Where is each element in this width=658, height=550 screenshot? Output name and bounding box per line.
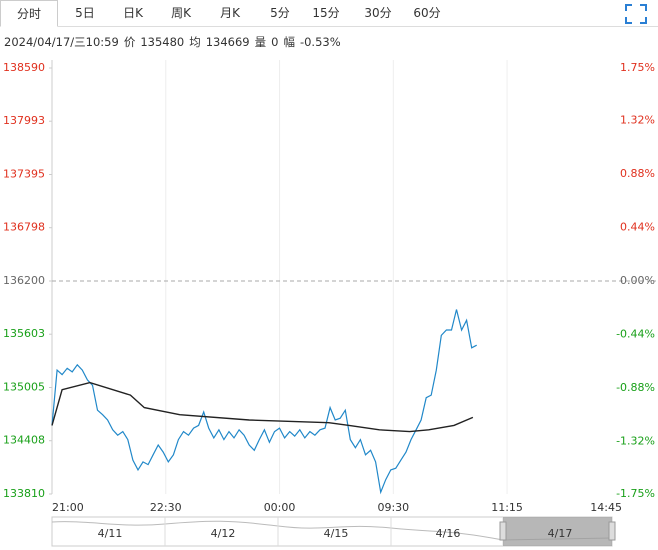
tab[interactable]: 日K xyxy=(123,6,143,20)
vol-label: 量 xyxy=(254,35,267,49)
amp-label: 幅 xyxy=(283,35,295,49)
x-tick-label: 22:30 xyxy=(150,501,182,514)
navigator-dividers xyxy=(164,517,504,546)
navigator xyxy=(51,516,613,547)
navigator-label: 4/16 xyxy=(436,527,461,540)
y2-tick-label: -0.88% xyxy=(616,381,655,394)
tab[interactable]: 周K xyxy=(171,6,191,20)
y2-tick-label: -1.75% xyxy=(616,487,655,500)
price-label: 价 xyxy=(123,35,136,49)
amp: -0.53% xyxy=(299,35,341,49)
y2-tick-label: 0.88% xyxy=(620,167,655,180)
tab[interactable]: 5日 xyxy=(75,6,95,20)
y-tick-label: 134408 xyxy=(3,434,45,447)
avg-label: 均 xyxy=(189,35,201,49)
x-tick-label: 11:15 xyxy=(491,501,523,514)
tab-bar: 分时 5日 日K 周K 月K 5分 15分 30分 60分 xyxy=(0,0,658,27)
y-tick-label: 133810 xyxy=(3,487,45,500)
price: 135480 xyxy=(140,35,185,49)
y2-tick-label: 0.44% xyxy=(620,220,655,233)
tab[interactable]: 30分 xyxy=(364,6,392,20)
y-tick-label: 135005 xyxy=(3,381,45,394)
y2-tick-label: 1.75% xyxy=(620,61,655,74)
navigator-line xyxy=(51,520,613,541)
fullscreen-icon[interactable] xyxy=(625,4,647,24)
y-tick-label: 137395 xyxy=(3,168,45,181)
navigator-handle[interactable] xyxy=(499,521,507,541)
y-tick-label: 137993 xyxy=(3,114,45,127)
avg: 134669 xyxy=(205,35,250,49)
navigator-window[interactable] xyxy=(503,517,612,546)
tab[interactable]: 60分 xyxy=(413,6,441,20)
tab[interactable]: 月K xyxy=(220,6,240,20)
tab[interactable]: 15分 xyxy=(312,6,340,20)
info-line: 2024/04/17/三10:59 价 135480 均 134669 量 0 幅 -0.53% xyxy=(4,34,346,50)
y2-tick-label: 0.00% xyxy=(620,274,655,287)
x-tick-label: 09:30 xyxy=(377,501,409,514)
navigator-label: 4/11 xyxy=(98,527,123,540)
price-line xyxy=(51,309,477,495)
tab[interactable]: 5分 xyxy=(270,6,290,20)
y2-tick-label: 1.32% xyxy=(620,113,655,126)
navigator-label: 4/15 xyxy=(324,527,349,540)
y-tick-label: 138590 xyxy=(3,61,45,74)
y-tick-label: 135603 xyxy=(3,327,45,340)
navigator-label: 4/17 xyxy=(548,527,573,540)
x-tick-label: 00:00 xyxy=(264,501,296,514)
x-tick-label: 14:45 xyxy=(590,501,622,514)
navigator-handle[interactable] xyxy=(608,521,616,541)
vol: 0 xyxy=(271,35,279,49)
datetime: 2024/04/17/三10:59 xyxy=(4,35,119,49)
price-line xyxy=(51,381,474,433)
navigator-label: 4/12 xyxy=(211,527,236,540)
y-tick-label: 136200 xyxy=(3,274,45,287)
y2-tick-label: -0.44% xyxy=(616,328,655,341)
y2-tick-label: -1.32% xyxy=(616,435,655,448)
tab[interactable]: 分时 xyxy=(0,0,58,27)
x-tick-label: 21:00 xyxy=(52,501,84,514)
y-tick-label: 136798 xyxy=(3,221,45,234)
